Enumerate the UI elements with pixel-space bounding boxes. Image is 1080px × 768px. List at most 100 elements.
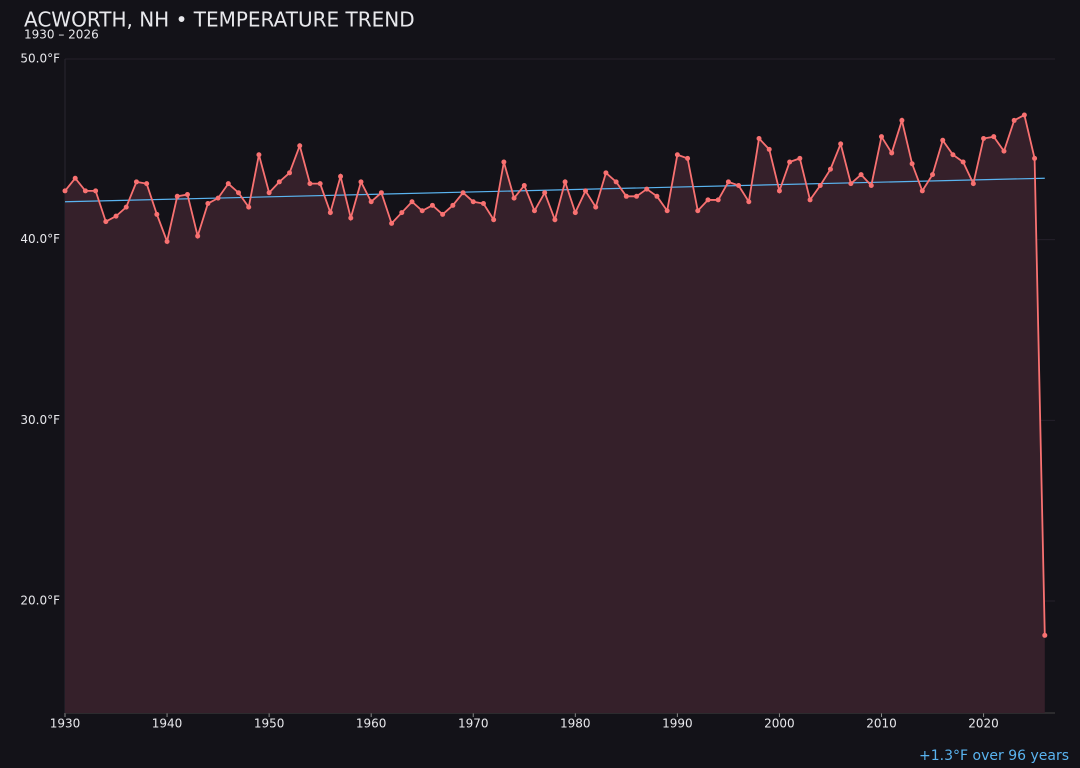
point xyxy=(695,208,701,214)
point xyxy=(62,188,68,194)
point xyxy=(725,179,731,185)
point xyxy=(664,208,670,214)
point xyxy=(93,188,99,194)
point xyxy=(123,204,129,210)
point xyxy=(807,197,813,203)
point xyxy=(827,166,833,172)
point xyxy=(756,135,762,141)
point xyxy=(440,211,446,217)
point xyxy=(817,182,823,188)
point xyxy=(940,137,946,143)
point xyxy=(144,181,150,187)
point xyxy=(705,197,711,203)
point xyxy=(470,199,476,205)
point xyxy=(307,181,313,187)
x-tick-label: 2000 xyxy=(764,717,795,731)
point xyxy=(327,210,333,216)
point xyxy=(583,188,589,194)
point xyxy=(205,201,211,207)
point xyxy=(715,197,721,203)
chart-title: ACWORTH, NH • TEMPERATURE TREND xyxy=(24,8,415,32)
point xyxy=(368,199,374,205)
point xyxy=(644,186,650,192)
x-tick-label: 1990 xyxy=(662,717,693,731)
y-tick-label: 20.0°F xyxy=(20,593,60,607)
point xyxy=(572,210,578,216)
y-tick-label: 30.0°F xyxy=(20,413,60,427)
point xyxy=(858,172,864,178)
point xyxy=(256,152,262,158)
point xyxy=(797,155,803,161)
point xyxy=(164,238,170,244)
point xyxy=(878,134,884,140)
point xyxy=(501,159,507,165)
point xyxy=(480,201,486,207)
point xyxy=(868,182,874,188)
point xyxy=(82,188,88,194)
point xyxy=(562,179,568,185)
point xyxy=(389,220,395,226)
point xyxy=(899,117,905,123)
point xyxy=(266,190,272,196)
point xyxy=(542,190,548,196)
x-tick-label: 2010 xyxy=(866,717,897,731)
area xyxy=(65,115,1045,714)
point xyxy=(787,159,793,165)
point xyxy=(287,170,293,176)
point xyxy=(276,179,282,185)
point xyxy=(184,191,190,197)
point xyxy=(991,134,997,140)
point xyxy=(593,204,599,210)
point xyxy=(348,215,354,221)
x-tick-label: 1980 xyxy=(560,717,591,731)
point xyxy=(378,190,384,196)
point xyxy=(297,143,303,149)
point xyxy=(776,188,782,194)
y-tick-label: 50.0°F xyxy=(20,52,60,66)
point xyxy=(246,204,252,210)
point xyxy=(674,152,680,158)
point xyxy=(531,208,537,214)
point xyxy=(1011,117,1017,123)
point xyxy=(848,181,854,187)
y-tick-label: 40.0°F xyxy=(20,232,60,246)
chart-subtitle: 1930 – 2026 xyxy=(24,28,99,42)
point xyxy=(623,193,629,199)
point xyxy=(838,141,844,147)
point xyxy=(133,179,139,185)
point xyxy=(195,233,201,239)
point xyxy=(1021,112,1027,118)
point xyxy=(236,190,242,196)
point xyxy=(950,152,956,158)
x-tick-label: 1950 xyxy=(254,717,285,731)
point xyxy=(552,217,558,223)
point xyxy=(358,179,364,185)
point xyxy=(1001,148,1007,154)
point xyxy=(685,155,691,161)
point xyxy=(919,188,925,194)
point xyxy=(521,182,527,188)
point xyxy=(399,210,405,216)
point xyxy=(970,181,976,187)
point xyxy=(909,161,915,167)
point xyxy=(215,195,221,201)
trend-line xyxy=(64,177,1045,203)
point xyxy=(766,146,772,152)
point xyxy=(746,199,752,205)
point xyxy=(460,190,466,196)
point xyxy=(930,172,936,178)
point xyxy=(654,193,660,199)
x-tick-label: 1960 xyxy=(356,717,387,731)
x-tick-label: 1940 xyxy=(152,717,183,731)
point xyxy=(613,179,619,185)
point xyxy=(419,208,425,214)
point xyxy=(981,135,987,141)
point xyxy=(174,193,180,199)
point xyxy=(409,199,415,205)
point xyxy=(491,217,497,223)
x-tick-label: 2020 xyxy=(968,717,999,731)
x-tick-label: 1970 xyxy=(458,717,489,731)
point xyxy=(429,202,435,208)
